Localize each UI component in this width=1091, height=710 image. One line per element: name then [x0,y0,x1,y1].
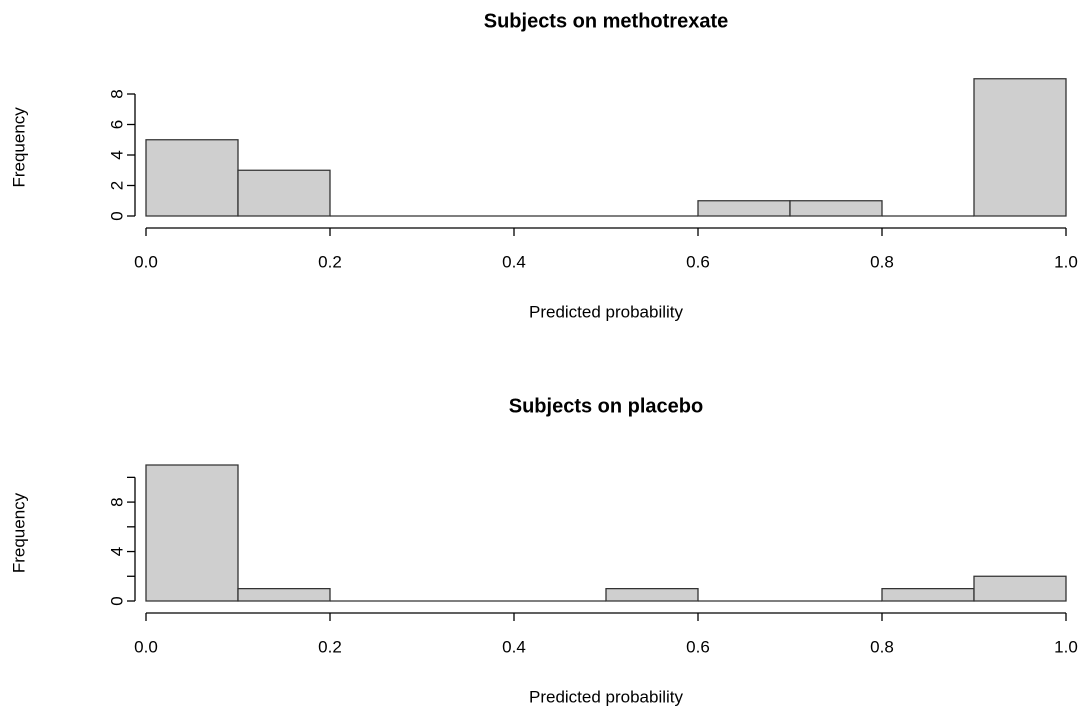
bar [697,200,791,217]
bar [237,587,331,602]
x-tick-label: 0.6 [686,637,710,656]
bar [973,78,1067,217]
x-tick-label: 0.8 [870,637,894,656]
x-tick-label: 1.0 [1054,637,1078,656]
y-tick-label: 2 [107,181,126,190]
y-tick-label: 0 [107,596,126,605]
y-tick-label: 4 [107,150,126,159]
x-tick-label: 0.0 [134,637,158,656]
y-tick-label: 8 [107,497,126,506]
bar [237,169,331,217]
x-tick-label: 0.2 [318,637,342,656]
chart-title: Subjects on methotrexate [484,10,729,32]
x-axis-label: Predicted probability [529,687,684,706]
y-tick-label: 0 [107,211,126,220]
bar [881,587,975,602]
x-tick-label: 0.0 [134,252,158,271]
x-axis-label: Predicted probability [529,302,684,321]
bar [145,139,239,217]
y-axis-label: Frequency [9,107,28,188]
bar [973,575,1067,602]
x-tick-label: 1.0 [1054,252,1078,271]
bar [789,200,883,217]
x-tick-label: 0.6 [686,252,710,271]
x-tick-label: 0.2 [318,252,342,271]
y-tick-label: 6 [107,120,126,129]
bar [605,587,699,602]
y-tick-label: 8 [107,89,126,98]
y-tick-label: 4 [107,547,126,556]
bar [145,464,239,602]
x-tick-label: 0.8 [870,252,894,271]
x-tick-label: 0.4 [502,637,526,656]
y-axis-label: Frequency [9,492,28,573]
x-tick-label: 0.4 [502,252,526,271]
chart-title: Subjects on placebo [509,395,703,417]
